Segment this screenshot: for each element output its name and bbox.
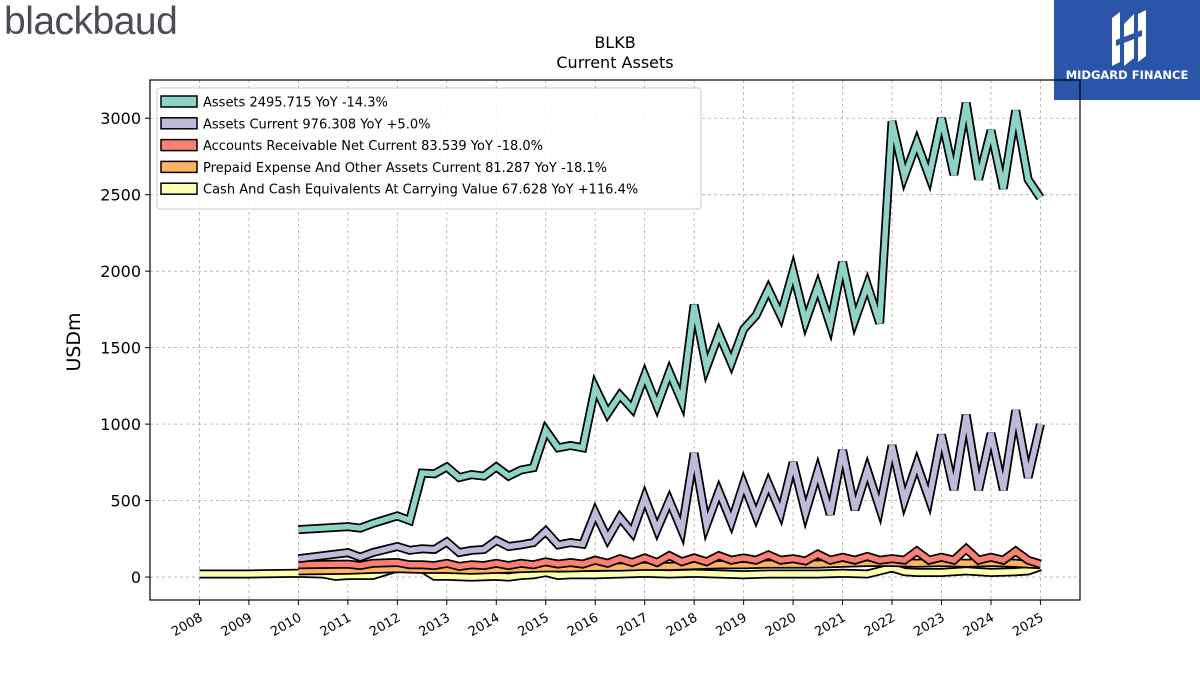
series-layer (199, 102, 1045, 582)
x-tick-label: 2014 (466, 610, 502, 640)
x-tick-label: 2019 (713, 610, 749, 640)
legend-box (156, 87, 702, 210)
y-tick-label: 500 (110, 492, 141, 511)
y-tick-label: 2500 (100, 186, 141, 205)
plot-frame (149, 79, 1081, 601)
x-tick-label: 2011 (318, 610, 354, 640)
y-tick-label: 1500 (100, 339, 141, 358)
legend-swatch (160, 160, 198, 174)
series-assets-current-outline (297, 409, 1045, 564)
midgard-finance-name: MIDGARD FINANCE (1065, 68, 1189, 82)
legend-entry: Prepaid Expense And Other Assets Current… (203, 161, 607, 176)
x-tick-label: 2017 (615, 610, 651, 640)
x-tick-label: 2024 (961, 610, 997, 640)
legend-swatch (160, 182, 198, 195)
x-tick-label: 2022 (862, 610, 898, 640)
legend: Assets 2495.715 YoY -14.3% Assets Current… (156, 87, 702, 210)
x-tick-label: 2008 (169, 610, 205, 640)
x-tick-label: 2025 (1010, 610, 1046, 640)
legend-entry: Accounts Receivable Net Current 83.539 Y… (203, 139, 543, 154)
y-tick-label: 2000 (100, 262, 141, 281)
x-tick-label: 2020 (763, 610, 799, 640)
x-tick-label: 2021 (812, 610, 848, 640)
legend-swatch (160, 95, 198, 108)
x-tick-label: 2023 (911, 610, 947, 640)
x-tick-label: 2016 (565, 610, 601, 640)
legend-swatch (160, 117, 198, 130)
x-tick-label: 2013 (417, 610, 453, 640)
legend-entry: Assets 2495.715 YoY -14.3% (203, 96, 388, 111)
y-tick-label: 0 (131, 568, 141, 587)
series-assets-current-line (298, 409, 1044, 562)
x-tick-label: 2018 (664, 610, 700, 640)
legend-swatch (160, 138, 198, 152)
blackbaud-logo: blackbaud (4, 0, 178, 43)
x-tick-label: 2010 (268, 610, 304, 640)
y-tick-label: 3000 (100, 109, 141, 128)
y-tick-label: 1000 (100, 415, 141, 434)
midgard-finance-logo: MIDGARD FINANCE (1054, 0, 1200, 100)
x-tick-label: 2009 (219, 610, 255, 640)
y-axis-label: USDm (63, 312, 85, 371)
chart-title: BLKB (594, 33, 635, 52)
x-tick-label: 2012 (367, 610, 403, 640)
legend-entry: Assets Current 976.308 YoY +5.0% (203, 117, 430, 132)
midgard-emblem-icon (1112, 10, 1146, 66)
x-tick-label: 2015 (516, 610, 552, 640)
legend-entry: Cash And Cash Equivalents At Carrying Va… (203, 183, 638, 198)
series-accounts-receivable-net-current-line (298, 545, 1042, 570)
series-assets-line (298, 102, 1043, 533)
chart-subtitle: Current Assets (556, 53, 673, 72)
